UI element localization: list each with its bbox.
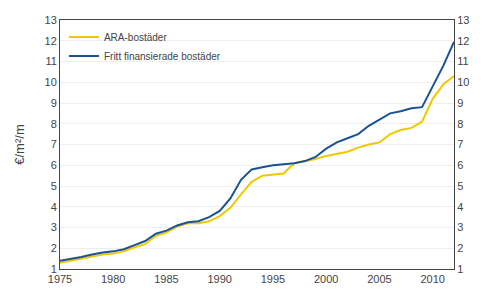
svg-text:1995: 1995: [261, 273, 285, 285]
svg-text:8: 8: [457, 118, 463, 130]
svg-text:€/m²/m: €/m²/m: [12, 124, 27, 164]
svg-text:2005: 2005: [367, 273, 391, 285]
svg-text:2000: 2000: [314, 273, 338, 285]
svg-text:9: 9: [51, 97, 57, 109]
svg-text:10: 10: [457, 76, 469, 88]
svg-text:4: 4: [457, 201, 463, 213]
svg-text:10: 10: [45, 76, 57, 88]
svg-text:6: 6: [457, 159, 463, 171]
svg-text:Fritt finansierade bostäder: Fritt finansierade bostäder: [104, 51, 221, 62]
svg-text:8: 8: [51, 118, 57, 130]
svg-text:9: 9: [457, 97, 463, 109]
svg-text:13: 13: [457, 14, 469, 26]
svg-text:ARA-bostäder: ARA-bostäder: [104, 32, 167, 43]
svg-text:4: 4: [51, 201, 57, 213]
svg-text:11: 11: [45, 55, 56, 67]
svg-text:13: 13: [45, 14, 57, 26]
svg-text:3: 3: [457, 221, 463, 233]
svg-text:5: 5: [457, 180, 463, 192]
svg-text:1975: 1975: [48, 273, 72, 285]
svg-text:7: 7: [457, 138, 463, 150]
svg-text:3: 3: [51, 221, 57, 233]
svg-text:5: 5: [51, 180, 57, 192]
svg-text:7: 7: [51, 138, 57, 150]
svg-text:1990: 1990: [207, 273, 231, 285]
svg-text:6: 6: [51, 159, 57, 171]
svg-text:1: 1: [51, 263, 57, 275]
svg-text:2010: 2010: [420, 273, 444, 285]
svg-text:1: 1: [457, 263, 463, 275]
svg-text:12: 12: [45, 35, 57, 47]
svg-text:1985: 1985: [154, 273, 178, 285]
svg-text:2: 2: [457, 242, 463, 254]
svg-text:2: 2: [51, 242, 57, 254]
svg-text:11: 11: [457, 55, 468, 67]
svg-text:12: 12: [457, 35, 469, 47]
svg-text:1980: 1980: [101, 273, 125, 285]
